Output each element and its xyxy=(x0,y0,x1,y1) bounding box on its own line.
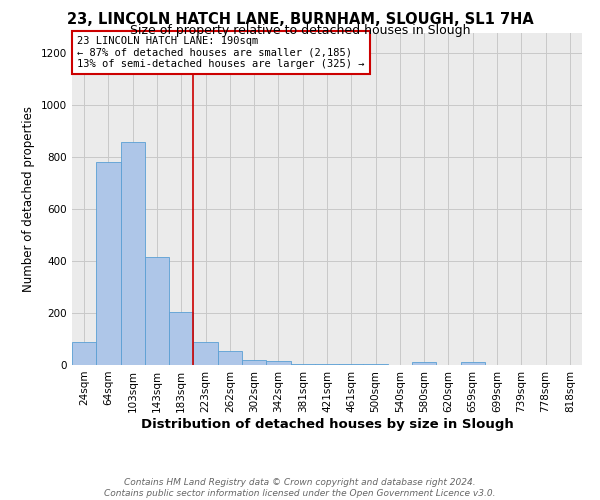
Bar xyxy=(72,342,96,365)
X-axis label: Distribution of detached houses by size in Slough: Distribution of detached houses by size … xyxy=(140,418,514,430)
Bar xyxy=(364,364,388,365)
Text: Contains HM Land Registry data © Crown copyright and database right 2024.
Contai: Contains HM Land Registry data © Crown c… xyxy=(104,478,496,498)
Bar xyxy=(242,360,266,365)
Bar xyxy=(145,257,169,365)
Bar xyxy=(412,362,436,365)
Bar xyxy=(290,364,315,365)
Bar xyxy=(266,361,290,365)
Y-axis label: Number of detached properties: Number of detached properties xyxy=(22,106,35,292)
Bar xyxy=(315,364,339,365)
Bar xyxy=(96,162,121,365)
Text: 23 LINCOLN HATCH LANE: 190sqm
← 87% of detached houses are smaller (2,185)
13% o: 23 LINCOLN HATCH LANE: 190sqm ← 87% of d… xyxy=(77,36,365,69)
Bar xyxy=(121,142,145,365)
Bar xyxy=(339,364,364,365)
Bar xyxy=(461,362,485,365)
Text: Size of property relative to detached houses in Slough: Size of property relative to detached ho… xyxy=(130,24,470,37)
Text: 23, LINCOLN HATCH LANE, BURNHAM, SLOUGH, SL1 7HA: 23, LINCOLN HATCH LANE, BURNHAM, SLOUGH,… xyxy=(67,12,533,28)
Bar xyxy=(169,312,193,365)
Bar xyxy=(193,342,218,365)
Bar xyxy=(218,350,242,365)
